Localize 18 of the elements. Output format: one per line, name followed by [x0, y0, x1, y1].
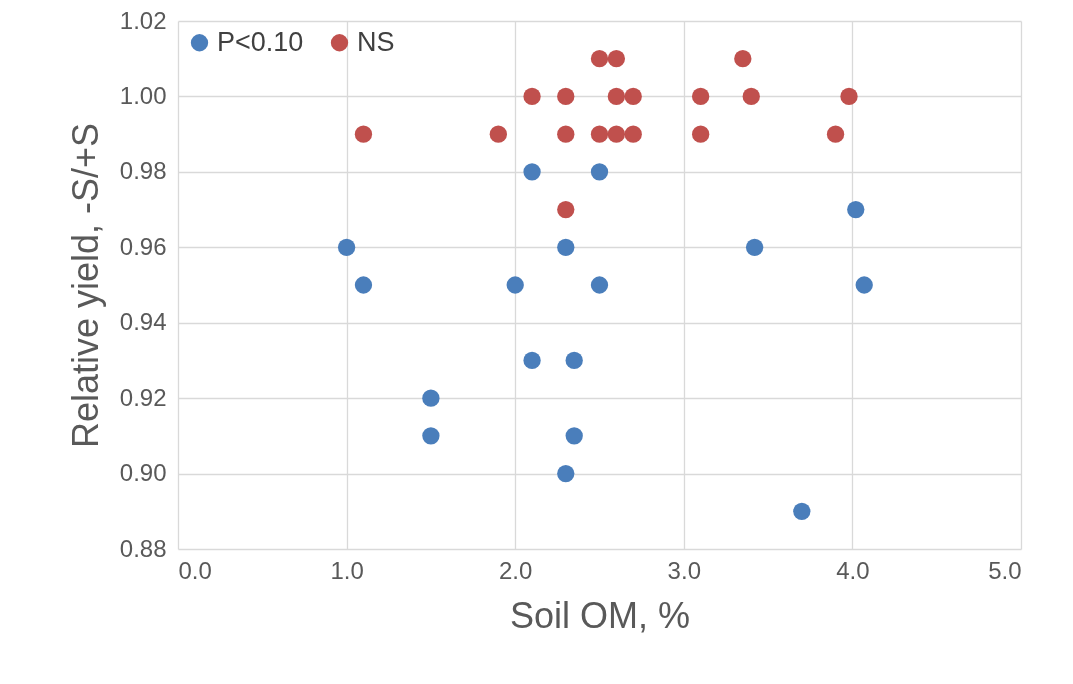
y-tick-label: 1.02 [119, 6, 167, 34]
x-axis-title: Soil OM, % [509, 594, 691, 636]
x-tick-label: 0.0 [178, 556, 212, 584]
y-axis-title: Relative yield, -S/+S [64, 122, 106, 449]
x-tick-label: 5.0 [988, 556, 1022, 584]
legend-label: P<0.10 [217, 26, 304, 57]
y-tick-label: 1.00 [119, 81, 167, 109]
y-tick-label: 0.88 [119, 534, 167, 562]
x-tick-label: 1.0 [330, 556, 364, 584]
legend-label: NS [357, 26, 395, 57]
y-tick-label: 0.98 [119, 157, 167, 185]
y-tick-label: 0.94 [119, 308, 167, 336]
y-tick-label: 0.96 [119, 232, 167, 260]
x-tick-label: 3.0 [667, 556, 701, 584]
y-tick-label: 0.92 [119, 383, 167, 411]
x-tick-label: 4.0 [836, 556, 870, 584]
y-tick-label: 0.90 [119, 459, 167, 487]
x-tick-label: 2.0 [499, 556, 533, 584]
